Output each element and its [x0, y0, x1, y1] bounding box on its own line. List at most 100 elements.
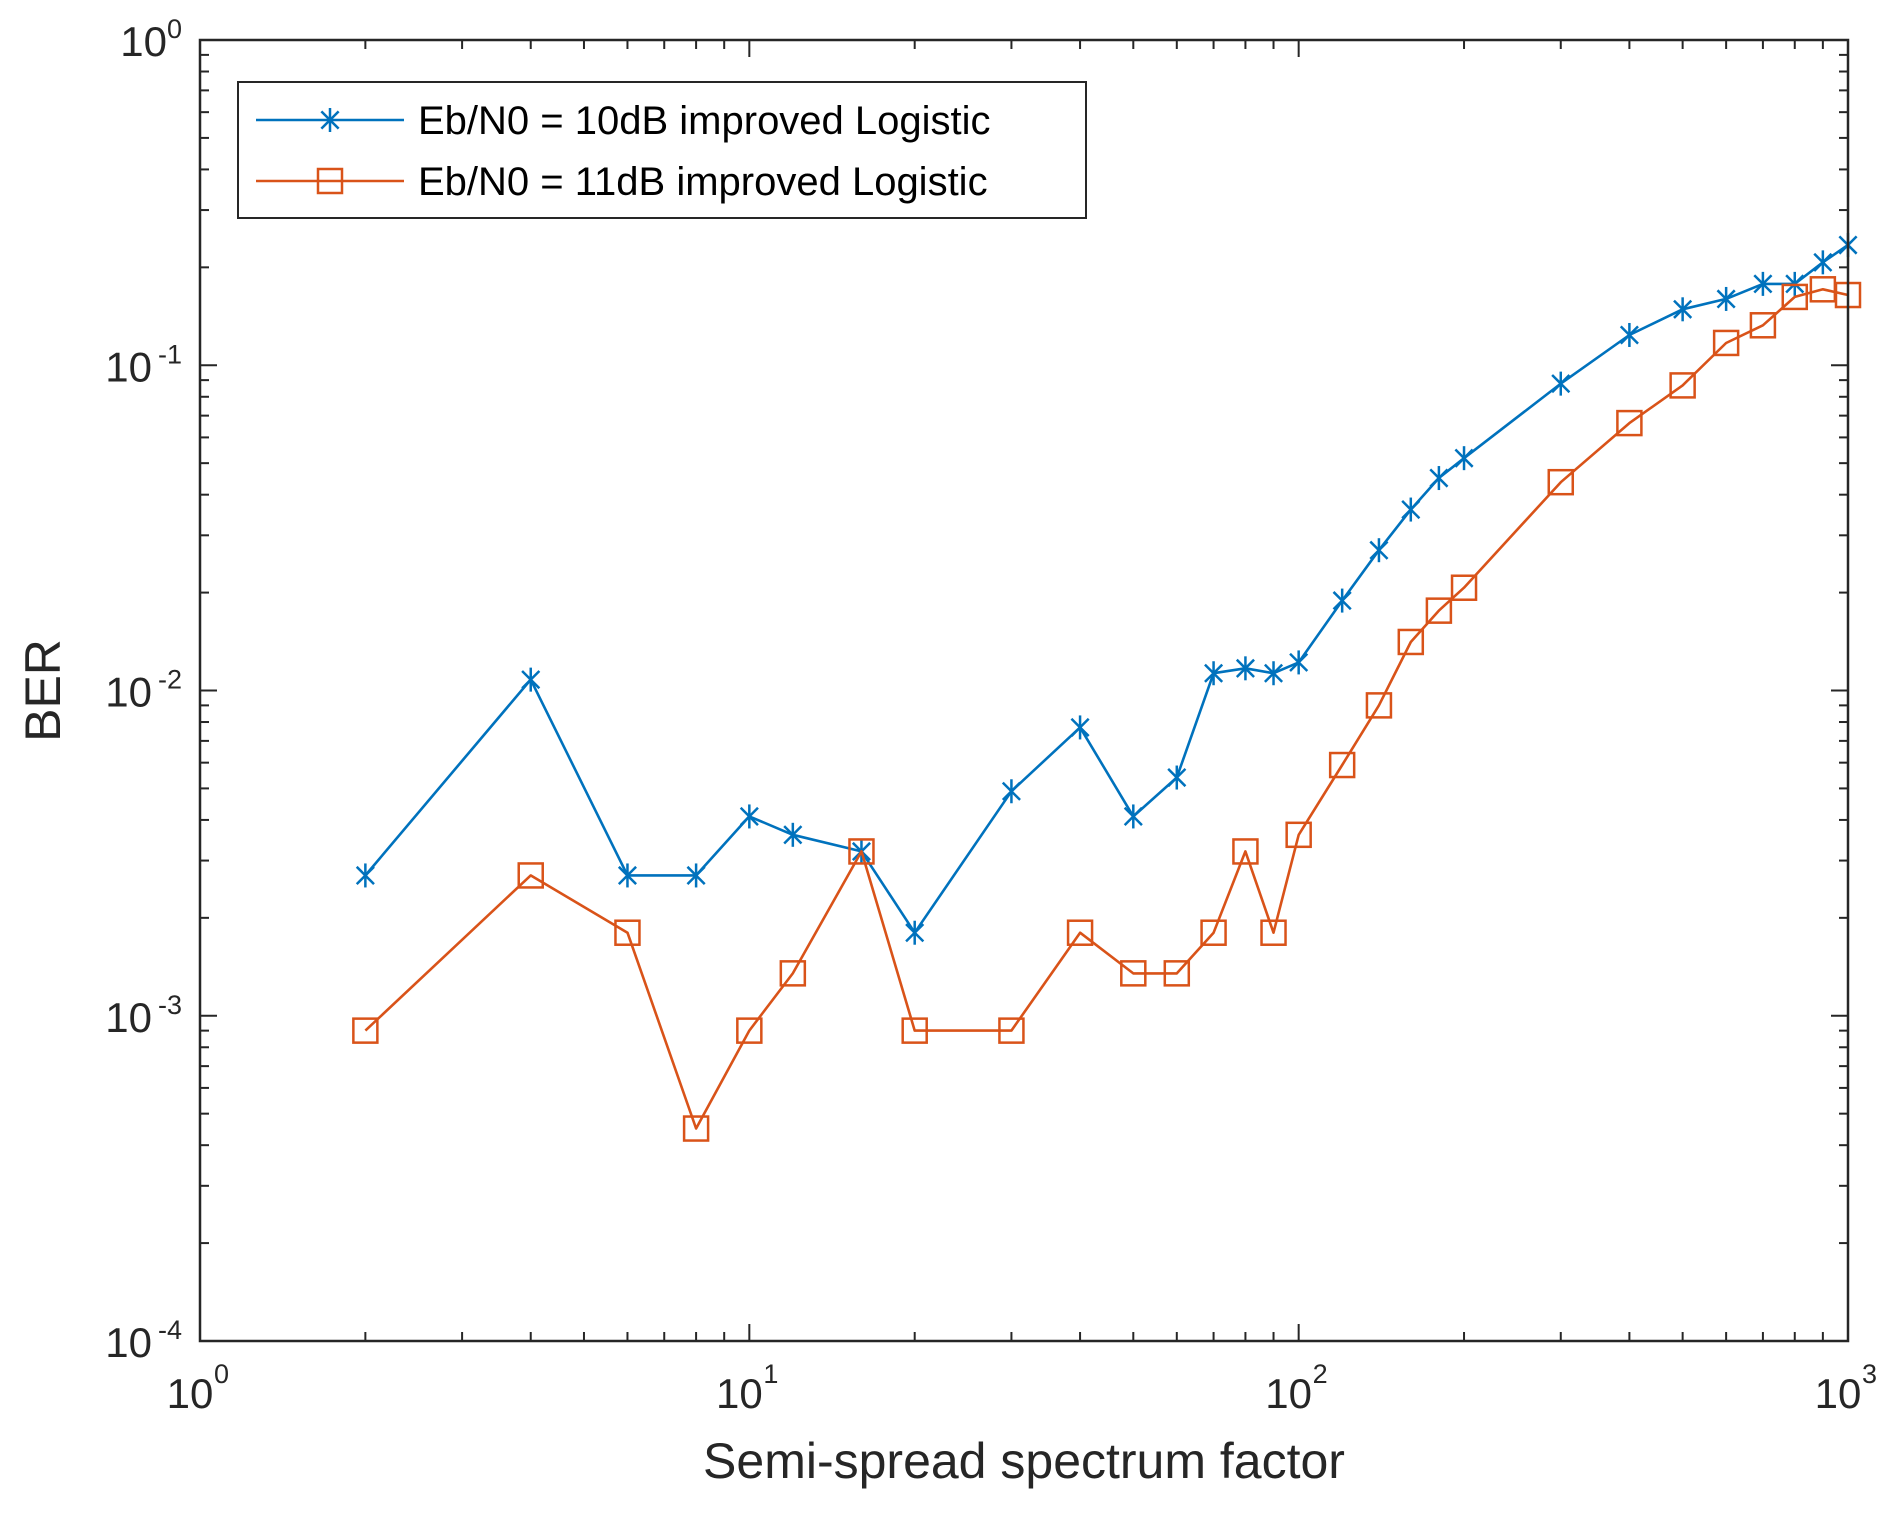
series-2-point — [1749, 312, 1777, 339]
legend-label: Eb/N0 = 10dB improved Logistic — [418, 99, 991, 143]
labels-layer: Semi-spread spectrum factor BER — [15, 639, 1345, 1489]
series-1-point-stroke — [1369, 540, 1389, 560]
series-1-point — [1123, 804, 1143, 829]
series-1-point-stroke — [1753, 274, 1773, 294]
series-2 — [352, 276, 1862, 1142]
legend-entry-2: Eb/N0 = 11dB improved Logistic — [256, 160, 988, 204]
series-1-point — [355, 863, 375, 888]
series-2-point — [352, 1017, 379, 1044]
series-2-point — [1616, 409, 1643, 437]
series-1-point — [1454, 446, 1474, 471]
series-1-point-stroke — [686, 865, 706, 885]
plot-frame — [198, 38, 1850, 1343]
series-1-point — [1813, 250, 1833, 275]
series-2-point — [901, 1017, 928, 1044]
series-1-point — [783, 822, 803, 847]
series-1-point-stroke — [783, 825, 803, 845]
series-1-point — [905, 920, 925, 945]
x-tick-base: 10 — [716, 1370, 763, 1417]
series-1-point-stroke — [1619, 325, 1639, 345]
series-2-point — [1450, 574, 1478, 601]
series-1-point-stroke — [1001, 781, 1021, 801]
series-1-point-stroke — [1167, 768, 1187, 788]
x-tick-base: 10 — [1815, 1370, 1862, 1417]
series-1-point-stroke — [1235, 658, 1255, 678]
y-tick-label: -110 — [105, 339, 182, 390]
series-1-point-stroke — [1401, 500, 1421, 520]
series-1-point-stroke — [1551, 374, 1571, 394]
series-1-point-stroke — [1716, 289, 1736, 309]
series-1-point-stroke — [355, 865, 375, 885]
y-axis-label: BER — [15, 639, 71, 742]
series-1-point-stroke — [1813, 252, 1833, 272]
series-2-point — [1200, 919, 1227, 946]
x-tick-base: 10 — [167, 1370, 214, 1417]
series-1-point — [521, 667, 541, 692]
series-1-point-stroke — [1204, 663, 1224, 683]
legend: Eb/N0 = 10dB improved Logistic Eb/N0 = 11… — [237, 81, 1087, 219]
series-2-point — [517, 862, 544, 889]
series-1-point — [1167, 765, 1187, 790]
series-1-point — [739, 804, 759, 829]
y-tick-exponent: 0 — [167, 14, 182, 44]
x-tick-exponent: 3 — [1862, 1359, 1877, 1389]
series-1-point — [1673, 297, 1693, 322]
series-1-point-stroke — [1070, 717, 1090, 737]
series-2-point — [1547, 468, 1575, 496]
series-1-point-stroke — [1289, 652, 1309, 672]
y-tick-exponent: -2 — [158, 665, 182, 695]
series-2-line — [364, 287, 1849, 1130]
y-tick-base: 10 — [120, 18, 167, 65]
legend-marker-stroke — [320, 110, 340, 130]
series-1-point — [1070, 715, 1090, 740]
series-1-point — [1753, 271, 1773, 296]
series-2-point — [1066, 919, 1094, 946]
series-2-point — [1397, 628, 1425, 656]
series-1-point — [1332, 588, 1352, 613]
x-tick-base: 10 — [1265, 1370, 1312, 1417]
series-2-point — [1260, 919, 1287, 946]
legend-entry-1: Eb/N0 = 10dB improved Logistic — [256, 99, 991, 143]
series-1-point-stroke — [905, 923, 925, 943]
series-2-point — [998, 1017, 1025, 1044]
series-2-point — [1365, 692, 1393, 719]
legend-marker — [316, 167, 344, 195]
series-1-point — [617, 863, 637, 888]
series-1-point-stroke — [739, 806, 759, 826]
series-2-point — [1712, 329, 1740, 357]
series-1-point-stroke — [1123, 806, 1143, 826]
series-2-point — [682, 1115, 710, 1142]
y-tick-label: -210 — [105, 665, 182, 716]
series-2-point — [1232, 838, 1259, 865]
series-2-point — [1781, 283, 1809, 311]
series-1-point-stroke — [1264, 663, 1284, 683]
series-1-point-stroke — [1454, 448, 1474, 468]
series-2-point — [1163, 960, 1191, 987]
series-2-point — [614, 919, 641, 946]
series-layer — [352, 233, 1862, 1142]
legend-box — [237, 81, 1087, 219]
x-tick-label: 10 1 — [716, 1359, 778, 1417]
series-1-point — [1001, 779, 1021, 804]
series-1-point — [1429, 466, 1449, 491]
series-2-point — [1669, 372, 1696, 399]
series-1-point-stroke — [521, 670, 541, 690]
legend-marker — [320, 108, 340, 132]
y-tick-exponent: -4 — [158, 1315, 182, 1345]
x-tick-exponent: 2 — [1313, 1359, 1328, 1389]
series-1-point — [686, 863, 706, 888]
series-1-point — [1235, 656, 1255, 681]
series-1-line — [364, 243, 1849, 935]
y-tick-base: 10 — [105, 669, 152, 716]
y-tick-exponent: -1 — [158, 339, 182, 369]
legend-entries: Eb/N0 = 10dB improved Logistic Eb/N0 = 11… — [256, 99, 991, 204]
series-2-point — [1120, 960, 1147, 987]
y-tick-label: 010 — [120, 14, 182, 65]
series-1 — [355, 233, 1858, 945]
series-2-point — [1285, 821, 1312, 849]
series-1-point — [1551, 371, 1571, 396]
legend-label: Eb/N0 = 11dB improved Logistic — [418, 160, 988, 204]
